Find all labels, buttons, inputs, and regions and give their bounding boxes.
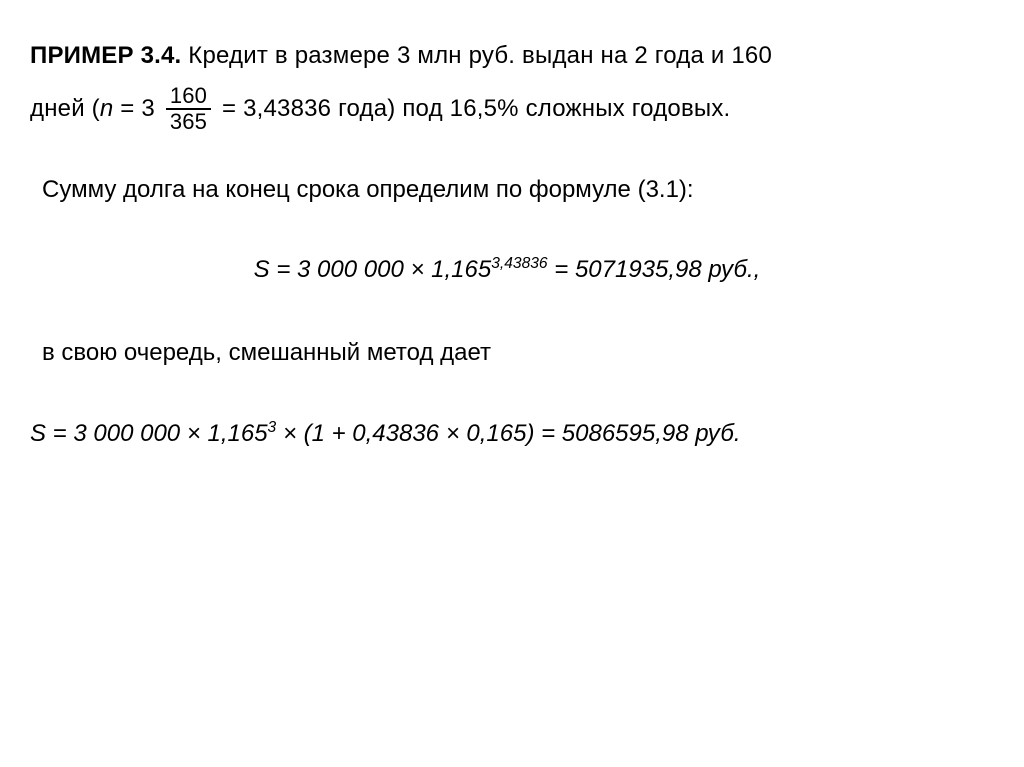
f1-result: = 5071935,98 руб., [548, 256, 761, 283]
p1-text-a: Кредит в размере 3 млн руб. выдан на 2 г… [188, 42, 772, 69]
p1-eq: = 3 [113, 95, 161, 122]
f2-result: × (1 + 0,43836 × 0,165) = 5086595,98 руб… [276, 420, 740, 447]
f2-body: = 3 000 000 × 1,165 [46, 420, 268, 447]
fraction-numerator: 160 [166, 84, 211, 110]
p1-text-b: дней ( [30, 95, 100, 122]
p3-text: в свою очередь, смешанный метод дает [42, 339, 491, 366]
paragraph-3: в свою очередь, смешанный метод дает [42, 327, 984, 380]
f2-var: S [30, 420, 46, 447]
example-label: ПРИМЕР 3.4. [30, 42, 181, 69]
f1-body: = 3 000 000 × 1,165 [270, 256, 492, 283]
formula-2: S = 3 000 000 × 1,1653 × (1 + 0,43836 × … [30, 408, 984, 461]
f1-var: S [254, 256, 270, 283]
f1-exponent: 3,43836 [491, 255, 547, 272]
f2-exponent: 3 [268, 419, 277, 436]
p2-text: Сумму долга на конец срока определим по … [42, 176, 694, 203]
fraction-160-365: 160365 [166, 84, 211, 134]
p1-text-c: = 3,43836 года) под 16,5% сложных годовы… [215, 95, 730, 122]
paragraph-2: Сумму долга на конец срока определим по … [42, 164, 984, 217]
fraction-denominator: 365 [166, 110, 211, 134]
paragraph-1: ПРИМЕР 3.4. Кредит в размере 3 млн руб. … [30, 30, 984, 136]
var-n: n [100, 95, 114, 122]
formula-1: S = 3 000 000 × 1,1653,43836 = 5071935,9… [30, 244, 984, 297]
